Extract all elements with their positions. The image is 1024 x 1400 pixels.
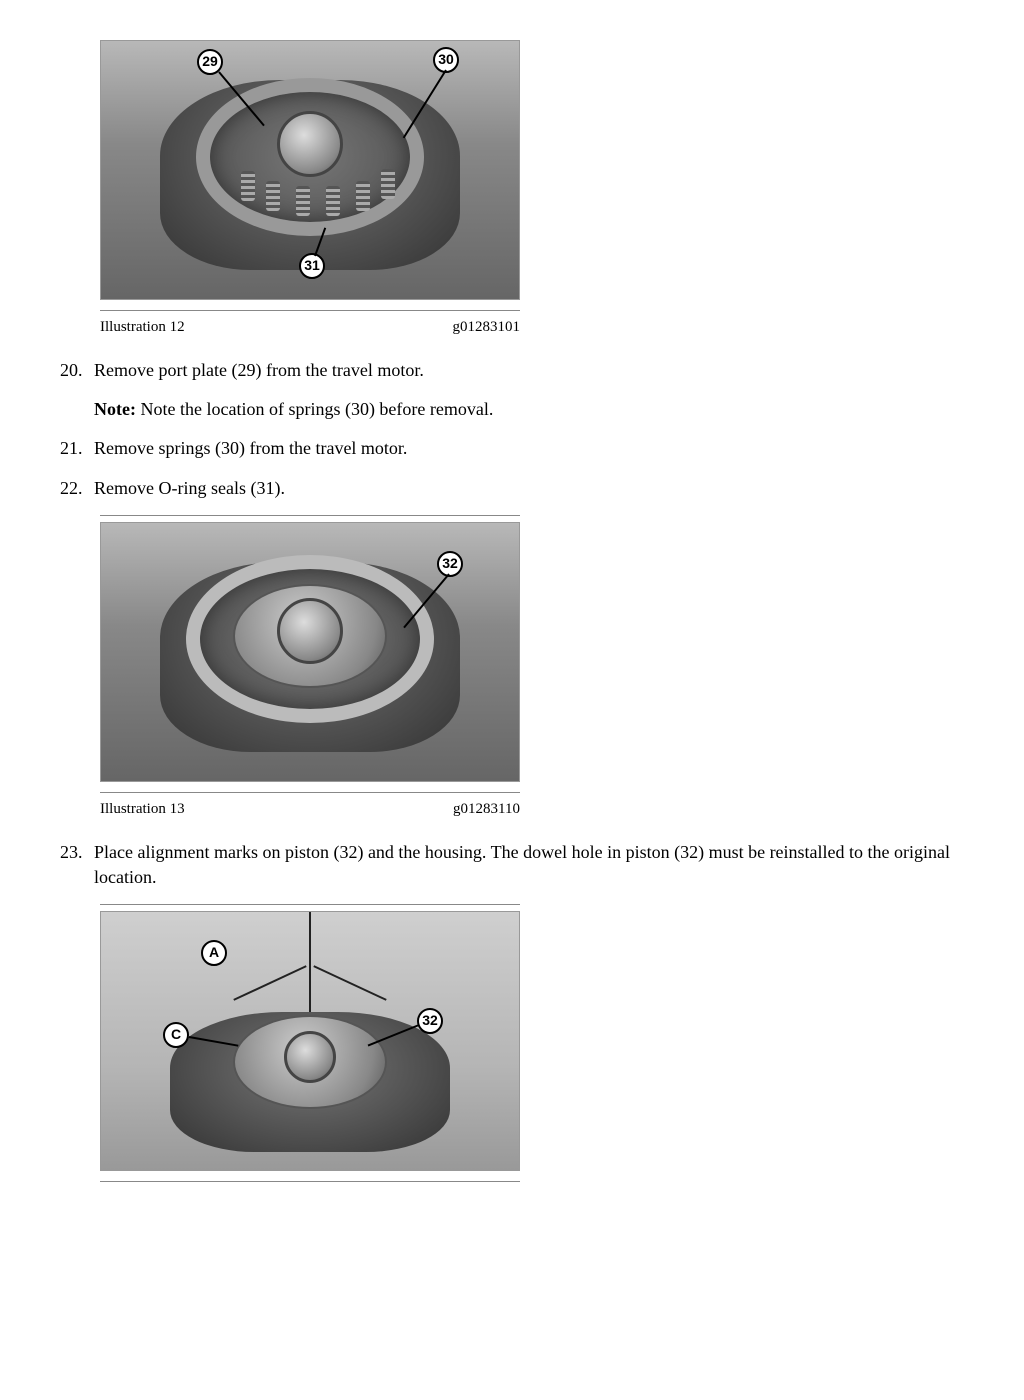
figure-13-label: Illustration 13 [100,799,185,820]
step-23: 23. Place alignment marks on piston (32)… [60,840,964,890]
divider [100,904,520,905]
figure-12-caption: Illustration 12 g01283101 [100,317,520,338]
callout-c: C [163,1022,189,1048]
callout-31: 31 [299,253,325,279]
figure-13-caption: Illustration 13 g01283110 [100,799,520,820]
divider [100,1181,520,1182]
step-21-num: 21. [60,436,94,461]
step-23-num: 23. [60,840,94,890]
callout-32b: 32 [417,1008,443,1034]
step-21: 21. Remove springs (30) from the travel … [60,436,964,461]
figure-14-image: A C 32 [100,911,520,1171]
divider [100,310,520,311]
note-label: Note: [94,399,136,419]
note-text: Note the location of springs (30) before… [136,399,493,419]
figure-12-image: 29 30 31 [100,40,520,300]
figure-13-image: 32 [100,522,520,782]
figure-12-label: Illustration 12 [100,317,185,338]
step-20: 20. Remove port plate (29) from the trav… [60,358,964,422]
step-20-text: Remove port plate (29) from the travel m… [94,360,424,380]
divider [100,515,520,516]
step-22: 22. Remove O-ring seals (31). [60,476,964,501]
step-22-num: 22. [60,476,94,501]
figure-12: 29 30 31 Illustration 12 g01283101 [100,40,964,338]
callout-32: 32 [437,551,463,577]
figure-14: A C 32 [100,904,964,1182]
step-21-text: Remove springs (30) from the travel moto… [94,438,407,458]
step-20-num: 20. [60,358,94,422]
figure-12-ref: g01283101 [453,317,521,338]
step-23-text: Place alignment marks on piston (32) and… [94,842,950,887]
step-20-note: Note: Note the location of springs (30) … [94,397,964,422]
figure-13: 32 Illustration 13 g01283110 [100,515,964,820]
figure-13-ref: g01283110 [453,799,520,820]
divider [100,792,520,793]
step-22-text: Remove O-ring seals (31). [94,478,285,498]
callout-a: A [201,940,227,966]
